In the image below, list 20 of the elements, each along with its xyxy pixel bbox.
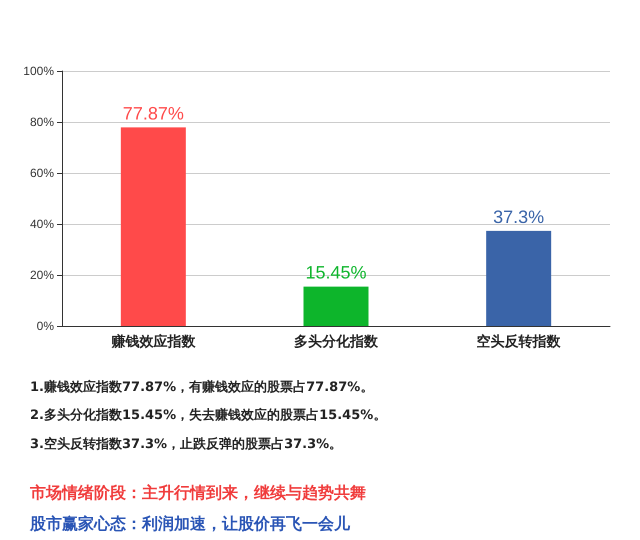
text: 3.空头反转指数37.3%，止跌反弹的股票占37.3%。 — [30, 436, 342, 453]
y-tick-label: 40% — [30, 217, 54, 231]
y-tick-label: 20% — [30, 268, 54, 282]
data-label: 15.45% — [305, 262, 367, 283]
bar — [304, 286, 368, 326]
bar — [120, 127, 186, 326]
bar — [486, 230, 552, 326]
text: 市场情绪阶段：主升行情到来，继续与趋势共舞 — [30, 483, 366, 504]
y-tick-label: 60% — [30, 166, 54, 180]
x-tick-label: 赚钱效应指数 — [110, 333, 196, 349]
y-tick-label: 0% — [36, 319, 54, 333]
text: 股市赢家心态：利润加速，让股价再飞一会儿 — [30, 514, 350, 535]
y-tick-label: 100% — [23, 64, 54, 78]
y-tick-label: 80% — [30, 115, 54, 129]
x-tick-label: 多头分化指数 — [294, 333, 379, 349]
data-label: 37.3% — [493, 206, 544, 227]
text: 1.赚钱效应指数77.87%，有赚钱效应的股票占77.87%。 — [30, 378, 374, 396]
x-tick-label: 空头反转指数 — [476, 333, 562, 349]
text: 2.多头分化指数15.45%，失去赚钱效应的股票占15.45%。 — [30, 406, 386, 424]
data-label: 77.87% — [122, 103, 184, 124]
